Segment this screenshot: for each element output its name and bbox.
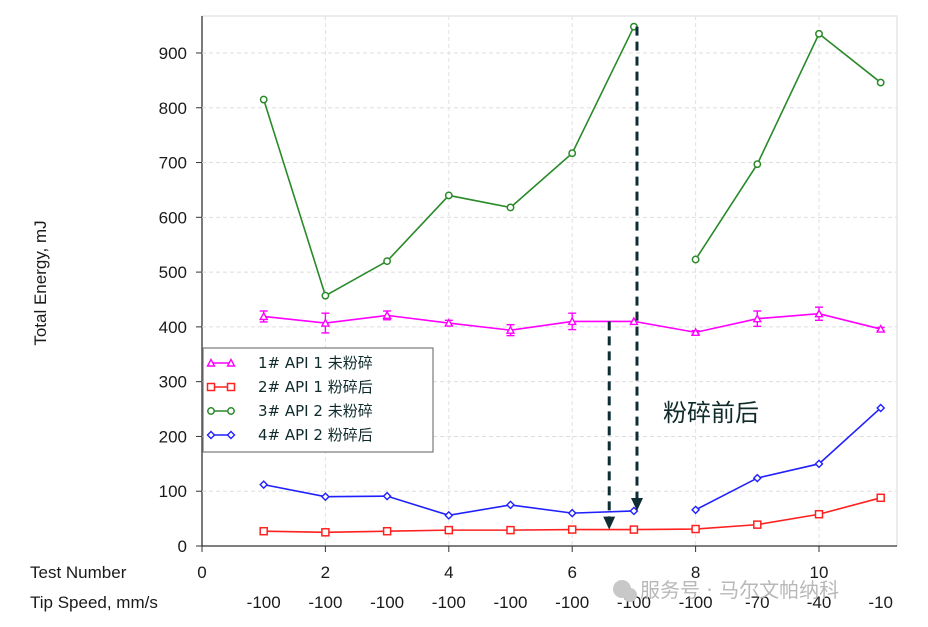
tip-speed-value: -100 bbox=[247, 593, 281, 612]
annotation-label: 粉碎前后 bbox=[663, 399, 759, 427]
series-2 bbox=[259, 493, 885, 537]
legend-item: 3# API 2 未粉碎 bbox=[207, 402, 373, 420]
tip-speed-value: -10 bbox=[868, 593, 893, 612]
x-tick-label: 0 bbox=[197, 563, 206, 582]
tip-speed-value: -100 bbox=[493, 593, 527, 612]
y-tick-label: 0 bbox=[178, 537, 187, 556]
legend-item: 2# API 1 粉碎后 bbox=[206, 378, 373, 396]
y-tick-label: 500 bbox=[159, 263, 187, 282]
series-1 bbox=[259, 306, 886, 337]
y-tick-label: 300 bbox=[159, 373, 187, 392]
x-tick-label: 8 bbox=[691, 563, 700, 582]
y-tick-label: 900 bbox=[159, 44, 187, 63]
x-axis-label-2: Tip Speed, mm/s bbox=[30, 593, 158, 612]
x-tick-label: 6 bbox=[567, 563, 576, 582]
legend-item: 1# API 1 未粉碎 bbox=[206, 354, 373, 372]
y-axis-label: Total Energy, mJ bbox=[31, 220, 50, 345]
x-tick-label: 2 bbox=[321, 563, 330, 582]
y-tick-label: 600 bbox=[159, 208, 187, 227]
y-tick-label: 700 bbox=[159, 154, 187, 173]
series-3 bbox=[259, 22, 885, 300]
legend-item: 4# API 2 粉碎后 bbox=[206, 426, 373, 444]
legend-label: 2# API 1 粉碎后 bbox=[258, 378, 373, 396]
series-4 bbox=[259, 403, 886, 520]
watermark: 服务号 · 马尔文帕纳科 bbox=[613, 578, 839, 602]
legend: 1# API 1 未粉碎 2# API 1 粉碎后 3# API 2 未粉碎 4# A… bbox=[202, 347, 434, 453]
legend-label: 4# API 2 粉碎后 bbox=[258, 426, 373, 444]
arrow-head-icon bbox=[630, 497, 643, 511]
legend-label: 3# API 2 未粉碎 bbox=[258, 402, 373, 420]
tip-speed-value: -100 bbox=[679, 593, 713, 612]
dashed-arrow bbox=[630, 26, 643, 511]
y-tick-label: 100 bbox=[159, 482, 187, 501]
x-axis-ticks: 0 2 4 6 8 10 bbox=[197, 546, 828, 582]
plot-area bbox=[201, 15, 898, 547]
y-tick-label: 400 bbox=[159, 318, 187, 337]
tip-speed-labels: -100 -100 -100 -100 -100 -100 -100 -100 -70 -40 -1… bbox=[247, 593, 893, 612]
y-axis-ticks: 0 100 200 300 400 500 600 700 800 900 bbox=[159, 44, 202, 556]
x-tick-label: 10 bbox=[810, 563, 829, 582]
x-tick-label: 4 bbox=[444, 563, 453, 582]
annotation-arrows bbox=[603, 26, 643, 530]
tip-speed-value: -100 bbox=[555, 593, 589, 612]
legend-label: 1# API 1 未粉碎 bbox=[258, 354, 373, 372]
y-tick-label: 800 bbox=[159, 99, 187, 118]
watermark-text: 服务号 · 马尔文帕纳科 bbox=[640, 578, 839, 602]
dashed-arrow bbox=[603, 321, 616, 530]
tip-speed-value: -100 bbox=[308, 593, 342, 612]
tip-speed-value: -100 bbox=[432, 593, 466, 612]
y-tick-label: 200 bbox=[159, 427, 187, 446]
x-axis-label: Test Number bbox=[30, 563, 127, 582]
tip-speed-value: -40 bbox=[807, 593, 832, 612]
tip-speed-value: -70 bbox=[745, 593, 770, 612]
data-series bbox=[259, 22, 886, 537]
tip-speed-value: -100 bbox=[370, 593, 404, 612]
legend-box bbox=[202, 347, 434, 453]
arrow-head-icon bbox=[603, 516, 616, 530]
